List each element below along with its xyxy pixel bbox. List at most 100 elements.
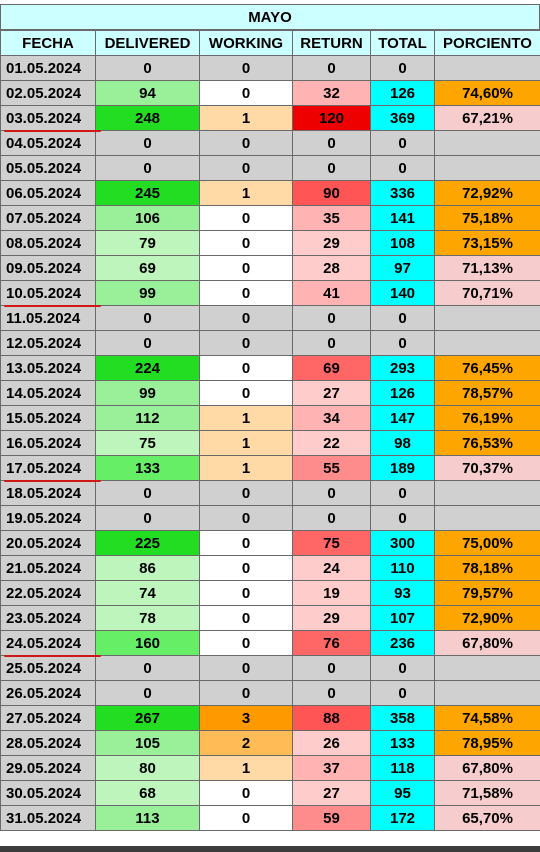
column-header-porciento[interactable]: PORCIENTO	[434, 30, 540, 56]
cell-working[interactable]: 0	[199, 80, 293, 106]
cell-total[interactable]: 0	[370, 330, 435, 356]
cell-return[interactable]: 0	[292, 480, 371, 506]
cell-delivered[interactable]: 80	[95, 755, 200, 781]
cell-total[interactable]: 0	[370, 655, 435, 681]
cell-fecha[interactable]: 13.05.2024	[0, 355, 96, 381]
cell-porciento[interactable]	[434, 330, 540, 356]
cell-porciento[interactable]: 67,80%	[434, 755, 540, 781]
column-header-return[interactable]: RETURN	[292, 30, 371, 56]
cell-return[interactable]: 29	[292, 605, 371, 631]
cell-fecha[interactable]: 24.05.2024	[0, 630, 96, 656]
cell-working[interactable]: 0	[199, 330, 293, 356]
cell-delivered[interactable]: 78	[95, 605, 200, 631]
cell-return[interactable]: 0	[292, 680, 371, 706]
cell-return[interactable]: 0	[292, 155, 371, 181]
cell-porciento[interactable]	[434, 130, 540, 156]
cell-porciento[interactable]: 79,57%	[434, 580, 540, 606]
cell-fecha[interactable]: 09.05.2024	[0, 255, 96, 281]
cell-delivered[interactable]: 0	[95, 130, 200, 156]
cell-delivered[interactable]: 113	[95, 805, 200, 831]
cell-porciento[interactable]: 75,18%	[434, 205, 540, 231]
cell-working[interactable]: 0	[199, 505, 293, 531]
cell-fecha[interactable]: 11.05.2024	[0, 305, 96, 331]
cell-working[interactable]: 0	[199, 630, 293, 656]
cell-return[interactable]: 41	[292, 280, 371, 306]
cell-porciento[interactable]: 78,95%	[434, 730, 540, 756]
cell-total[interactable]: 236	[370, 630, 435, 656]
cell-delivered[interactable]: 160	[95, 630, 200, 656]
cell-fecha[interactable]: 05.05.2024	[0, 155, 96, 181]
cell-porciento[interactable]	[434, 680, 540, 706]
cell-total[interactable]: 0	[370, 680, 435, 706]
cell-working[interactable]: 0	[199, 605, 293, 631]
cell-return[interactable]: 90	[292, 180, 371, 206]
cell-return[interactable]: 29	[292, 230, 371, 256]
cell-delivered[interactable]: 94	[95, 80, 200, 106]
cell-porciento[interactable]: 73,15%	[434, 230, 540, 256]
cell-total[interactable]: 140	[370, 280, 435, 306]
cell-porciento[interactable]: 65,70%	[434, 805, 540, 831]
cell-total[interactable]: 141	[370, 205, 435, 231]
cell-return[interactable]: 35	[292, 205, 371, 231]
cell-total[interactable]: 358	[370, 705, 435, 731]
cell-working[interactable]: 0	[199, 580, 293, 606]
cell-total[interactable]: 300	[370, 530, 435, 556]
cell-return[interactable]: 0	[292, 55, 371, 81]
cell-total[interactable]: 133	[370, 730, 435, 756]
cell-return[interactable]: 76	[292, 630, 371, 656]
cell-delivered[interactable]: 68	[95, 780, 200, 806]
cell-fecha[interactable]: 02.05.2024	[0, 80, 96, 106]
cell-return[interactable]: 26	[292, 730, 371, 756]
cell-fecha[interactable]: 01.05.2024	[0, 55, 96, 81]
cell-fecha[interactable]: 23.05.2024	[0, 605, 96, 631]
cell-return[interactable]: 0	[292, 305, 371, 331]
cell-delivered[interactable]: 248	[95, 105, 200, 131]
cell-working[interactable]: 0	[199, 230, 293, 256]
cell-working[interactable]: 2	[199, 730, 293, 756]
cell-working[interactable]: 0	[199, 655, 293, 681]
cell-delivered[interactable]: 0	[95, 655, 200, 681]
cell-porciento[interactable]: 70,71%	[434, 280, 540, 306]
cell-fecha[interactable]: 18.05.2024	[0, 480, 96, 506]
cell-return[interactable]: 27	[292, 780, 371, 806]
cell-working[interactable]: 0	[199, 530, 293, 556]
cell-total[interactable]: 0	[370, 305, 435, 331]
cell-return[interactable]: 37	[292, 755, 371, 781]
cell-working[interactable]: 1	[199, 180, 293, 206]
cell-porciento[interactable]: 76,53%	[434, 430, 540, 456]
cell-porciento[interactable]	[434, 155, 540, 181]
cell-delivered[interactable]: 69	[95, 255, 200, 281]
cell-total[interactable]: 126	[370, 380, 435, 406]
cell-delivered[interactable]: 224	[95, 355, 200, 381]
cell-working[interactable]: 1	[199, 455, 293, 481]
cell-fecha[interactable]: 19.05.2024	[0, 505, 96, 531]
cell-total[interactable]: 108	[370, 230, 435, 256]
cell-total[interactable]: 147	[370, 405, 435, 431]
cell-working[interactable]: 0	[199, 205, 293, 231]
cell-porciento[interactable]: 78,18%	[434, 555, 540, 581]
cell-working[interactable]: 0	[199, 805, 293, 831]
cell-return[interactable]: 0	[292, 130, 371, 156]
cell-delivered[interactable]: 112	[95, 405, 200, 431]
cell-porciento[interactable]	[434, 655, 540, 681]
cell-working[interactable]: 1	[199, 755, 293, 781]
cell-delivered[interactable]: 225	[95, 530, 200, 556]
cell-porciento[interactable]: 75,00%	[434, 530, 540, 556]
cell-delivered[interactable]: 267	[95, 705, 200, 731]
cell-working[interactable]: 0	[199, 780, 293, 806]
cell-fecha[interactable]: 03.05.2024	[0, 105, 96, 131]
cell-fecha[interactable]: 17.05.2024	[0, 455, 96, 481]
cell-fecha[interactable]: 29.05.2024	[0, 755, 96, 781]
cell-fecha[interactable]: 12.05.2024	[0, 330, 96, 356]
cell-porciento[interactable]: 71,58%	[434, 780, 540, 806]
cell-return[interactable]: 19	[292, 580, 371, 606]
cell-working[interactable]: 0	[199, 680, 293, 706]
cell-delivered[interactable]: 79	[95, 230, 200, 256]
cell-porciento[interactable]: 67,21%	[434, 105, 540, 131]
column-header-working[interactable]: WORKING	[199, 30, 293, 56]
cell-fecha[interactable]: 28.05.2024	[0, 730, 96, 756]
cell-fecha[interactable]: 22.05.2024	[0, 580, 96, 606]
cell-total[interactable]: 172	[370, 805, 435, 831]
cell-porciento[interactable]: 67,80%	[434, 630, 540, 656]
cell-delivered[interactable]: 0	[95, 480, 200, 506]
